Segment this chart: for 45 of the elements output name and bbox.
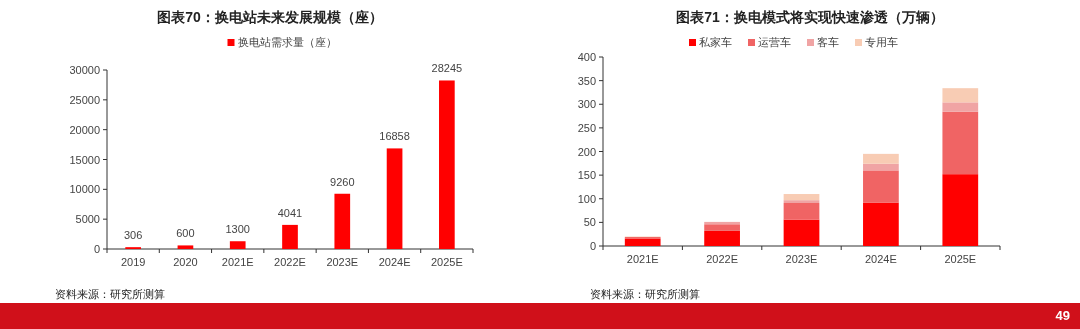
x-tick-label: 2024E: [864, 253, 897, 265]
y-tick-label: 350: [577, 74, 596, 87]
x-tick-label: 2021E: [626, 253, 659, 265]
legend-label: 专用车: [865, 36, 898, 48]
y-tick-label: 30000: [69, 64, 100, 76]
x-tick-label: 2023E: [326, 256, 359, 268]
text: 49: [1055, 308, 1070, 323]
data-label: 16858: [379, 130, 410, 143]
legend-label: 私家车: [699, 36, 732, 48]
legend-label: 换电站需求量（座）: [237, 36, 337, 48]
x-tick-label: 2020: [173, 256, 198, 268]
y-tick-label: 250: [577, 121, 596, 134]
chart-title: 图表70：换电站未来发展规模（座）: [157, 9, 383, 25]
data-label: 600: [176, 227, 195, 240]
y-tick-label: 20000: [69, 123, 100, 136]
y-tick-label: 400: [577, 51, 596, 63]
y-tick-label: 200: [577, 145, 596, 158]
x-tick-label: 2025E: [944, 253, 977, 265]
data-label: 1300: [225, 223, 250, 236]
x-tick-label: 2019: [120, 256, 146, 268]
x-tick-label: 2022E: [274, 256, 306, 268]
legend-label: 运营车: [758, 36, 791, 48]
chart-title: 图表71：换电模式将实现快速渗透（万辆）: [676, 9, 944, 25]
y-tick-label: 15000: [69, 153, 100, 166]
data-label: 9260: [330, 175, 355, 188]
y-tick-label: 5000: [75, 213, 100, 226]
y-tick-label: 25000: [69, 93, 100, 106]
x-tick-label: 2023E: [785, 253, 818, 265]
y-tick-label: 300: [577, 98, 596, 111]
y-tick-label: 150: [577, 169, 596, 182]
x-tick-label: 2021E: [221, 256, 254, 268]
y-tick-label: 50: [583, 216, 596, 229]
y-tick-label: 0: [589, 240, 596, 252]
y-tick-label: 100: [577, 192, 596, 205]
legend-label: 客车: [817, 36, 839, 48]
text: 资料来源：研究所测算: [55, 288, 165, 300]
data-label: 306: [123, 229, 143, 242]
y-tick-label: 0: [93, 243, 100, 255]
y-tick-label: 10000: [69, 183, 100, 196]
data-label: 28245: [431, 62, 463, 75]
x-tick-label: 2022E: [706, 253, 739, 265]
x-tick-label: 2025E: [430, 256, 463, 268]
text: 资料来源：研究所测算: [590, 288, 700, 300]
data-label: 4041: [277, 206, 303, 219]
x-tick-label: 2024E: [378, 256, 411, 268]
